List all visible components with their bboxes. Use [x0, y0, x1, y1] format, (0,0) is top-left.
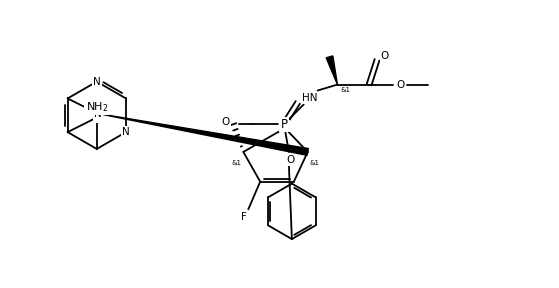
Polygon shape: [98, 113, 309, 155]
Text: F: F: [241, 212, 247, 222]
Text: O: O: [221, 117, 230, 127]
Text: &1: &1: [231, 160, 241, 166]
Text: O: O: [281, 121, 289, 131]
Text: N: N: [122, 127, 130, 137]
Text: O: O: [302, 93, 310, 103]
Text: P: P: [281, 118, 287, 131]
Text: &1: &1: [340, 87, 350, 92]
Polygon shape: [326, 56, 338, 85]
Text: N: N: [94, 109, 102, 119]
Text: N: N: [94, 112, 102, 122]
Text: NH$_2$: NH$_2$: [86, 100, 108, 114]
Text: &1: &1: [310, 160, 320, 166]
Text: HN: HN: [302, 93, 318, 103]
Text: O: O: [381, 51, 389, 61]
Text: O: O: [287, 155, 295, 165]
Text: N: N: [93, 77, 101, 87]
Text: O: O: [397, 79, 405, 90]
